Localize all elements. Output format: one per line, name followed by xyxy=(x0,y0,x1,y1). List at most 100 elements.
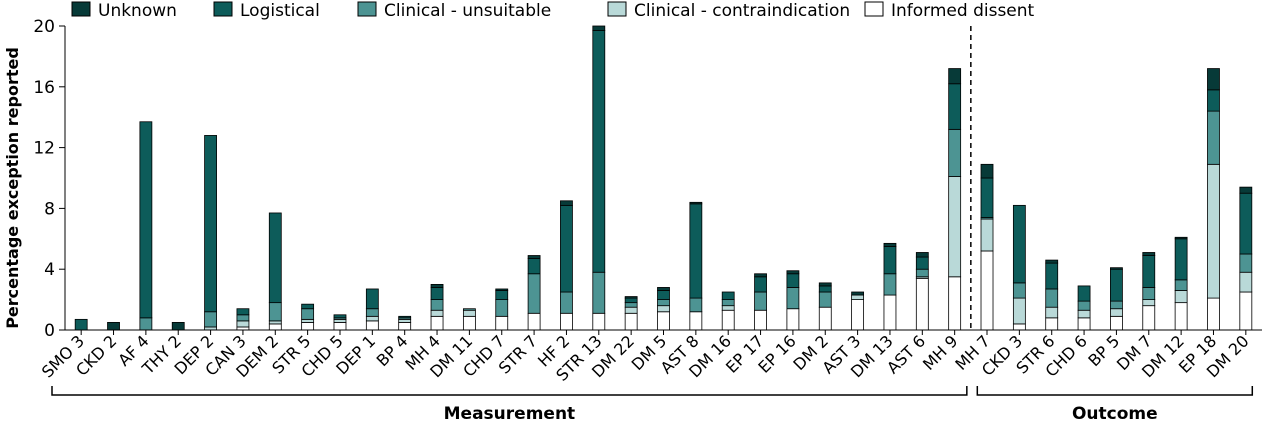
bar-segment xyxy=(657,311,670,331)
bar-segment xyxy=(915,277,929,331)
bar-segment xyxy=(333,321,347,331)
bar-segment xyxy=(818,291,832,308)
bar-segment xyxy=(527,273,541,314)
y-axis-label: Percentage exception reported xyxy=(3,47,22,329)
bar-segment xyxy=(1012,323,1026,331)
bar-segment xyxy=(430,309,444,317)
legend-item: Informed dissent xyxy=(864,1,1035,21)
bar-segment xyxy=(1045,306,1059,319)
bar-stack xyxy=(786,270,800,331)
bar-segment xyxy=(560,200,573,206)
bar-segment xyxy=(527,255,541,259)
legend-item: Unknown xyxy=(71,1,177,21)
bar-segment xyxy=(883,273,897,296)
bar-segment xyxy=(430,283,444,288)
legend-item: Clinical - contraindication xyxy=(607,1,850,21)
bar-stack xyxy=(74,318,88,331)
bar-segment xyxy=(1174,236,1188,240)
bar-segment xyxy=(1239,271,1253,293)
bar-segment xyxy=(818,285,832,293)
bar-segment xyxy=(948,68,962,85)
bar-stack xyxy=(1110,267,1123,331)
bar-segment xyxy=(624,306,638,314)
bar-segment xyxy=(657,290,670,301)
legend-swatch xyxy=(71,1,91,17)
bar-segment xyxy=(754,291,767,311)
bar-segment xyxy=(1207,68,1220,91)
bar-segment xyxy=(657,305,670,313)
bar-segment xyxy=(365,308,379,317)
bar-segment xyxy=(1174,290,1188,304)
bar-stack xyxy=(1142,252,1156,331)
bar-segment xyxy=(1142,299,1156,307)
bar-segment xyxy=(462,309,476,317)
y-tick-label: 12 xyxy=(33,139,55,159)
bar-stack xyxy=(1207,68,1220,331)
bar-segment xyxy=(301,308,315,320)
bar-segment xyxy=(721,299,735,307)
bar-segment xyxy=(398,318,412,323)
bar-stack xyxy=(1077,285,1091,331)
bar-segment xyxy=(1239,253,1253,273)
bar-stacks xyxy=(74,25,1253,331)
bar-stack xyxy=(721,291,735,331)
bar-stack xyxy=(236,308,250,331)
bar-segment xyxy=(1110,315,1123,331)
bar-stack xyxy=(495,288,509,331)
bar-stack xyxy=(139,121,153,331)
bar-segment xyxy=(818,282,832,287)
legend-item: Logistical xyxy=(213,1,320,21)
bar-segment xyxy=(495,290,509,301)
bar-stack xyxy=(980,163,994,331)
bar-stack xyxy=(592,25,606,331)
bar-segment xyxy=(560,312,573,331)
y-tick-label: 20 xyxy=(33,17,55,37)
legend-swatch xyxy=(607,1,627,17)
bar-segment xyxy=(268,302,282,322)
bar-segment xyxy=(1207,89,1220,112)
bar-stack xyxy=(333,314,347,331)
legend-label: Logistical xyxy=(240,1,320,21)
bar-segment xyxy=(1239,291,1253,331)
bar-segment xyxy=(1077,300,1091,311)
bar-segment xyxy=(980,163,994,179)
bar-stack xyxy=(171,321,185,331)
bar-stack xyxy=(915,252,929,331)
bar-stack xyxy=(107,321,120,331)
bar-segment xyxy=(592,25,606,31)
bar-segment xyxy=(624,297,638,304)
bar-segment xyxy=(1174,302,1188,331)
bar-segment xyxy=(1110,267,1123,270)
bar-segment xyxy=(948,276,962,331)
bar-stack xyxy=(1174,236,1188,331)
bar-segment xyxy=(948,128,962,177)
bar-segment xyxy=(592,312,606,331)
bar-segment xyxy=(107,321,120,331)
bar-segment xyxy=(818,306,832,331)
bar-segment xyxy=(1207,110,1220,165)
bar-segment xyxy=(786,270,800,275)
bar-segment xyxy=(883,242,897,247)
bar-segment xyxy=(624,312,638,331)
bar-stack xyxy=(462,308,476,331)
legend-label: Unknown xyxy=(98,1,177,21)
bar-stack xyxy=(818,282,832,331)
bar-segment xyxy=(495,299,509,317)
legend-item: Clinical - unsuitable xyxy=(357,1,551,21)
legend-label: Clinical - contraindication xyxy=(634,1,850,21)
y-tick-label: 0 xyxy=(44,321,55,341)
bar-segment xyxy=(527,312,541,331)
bar-segment xyxy=(1012,204,1026,284)
bar-segment xyxy=(754,273,767,278)
bar-segment xyxy=(1012,297,1026,325)
bar-segment xyxy=(560,291,573,314)
bar-segment xyxy=(948,176,962,278)
bar-segment xyxy=(915,268,929,278)
bar-stack xyxy=(948,68,962,331)
legend-swatch xyxy=(864,1,884,17)
bar-segment xyxy=(301,318,315,323)
y-tick-label: 8 xyxy=(44,199,55,219)
bar-stack xyxy=(204,135,217,331)
